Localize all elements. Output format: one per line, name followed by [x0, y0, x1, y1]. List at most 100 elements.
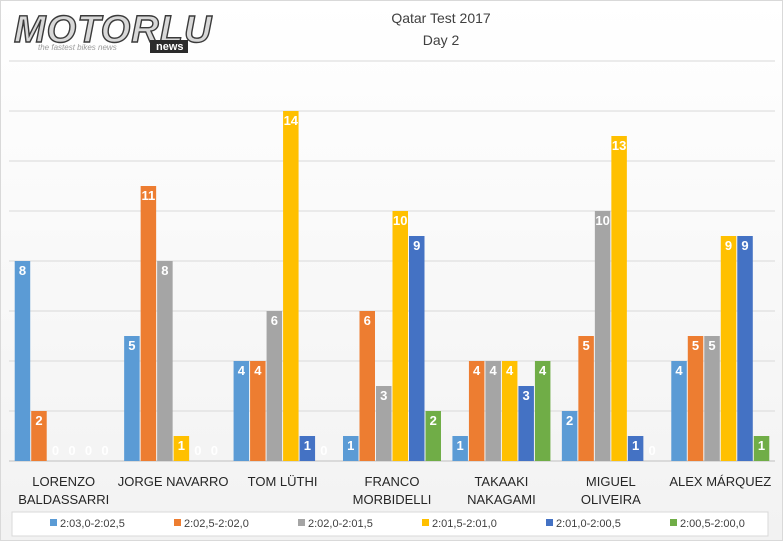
data-label: 4 — [675, 363, 683, 378]
legend-box — [11, 511, 769, 537]
data-label: 8 — [19, 263, 26, 278]
legend-label: 2:03,0-2:02,5 — [60, 518, 125, 530]
data-label: 6 — [364, 313, 371, 328]
data-label: 1 — [178, 438, 185, 453]
data-label: 6 — [271, 313, 278, 328]
data-label: 11 — [142, 188, 156, 203]
data-label: 4 — [539, 363, 547, 378]
bar — [392, 211, 408, 461]
data-label: 0 — [211, 443, 218, 458]
data-label: 14 — [284, 113, 299, 128]
chart-title: Qatar Test 2017 — [391, 10, 491, 26]
data-label: 0 — [85, 443, 92, 458]
bar — [283, 111, 299, 461]
legend-swatch — [422, 519, 429, 526]
data-label: 2 — [566, 413, 573, 428]
bar — [359, 311, 375, 461]
data-label: 3 — [523, 388, 530, 403]
legend-swatch — [670, 519, 677, 526]
data-label: 0 — [52, 443, 59, 458]
chart-subtitle: Day 2 — [423, 32, 460, 48]
bar — [578, 336, 594, 461]
legend-label: 2:02,5-2:02,0 — [184, 518, 249, 530]
bar — [485, 361, 501, 461]
bar — [250, 361, 266, 461]
bar — [233, 361, 250, 461]
bar — [468, 361, 485, 461]
category-label: ALEX MÁRQUEZ — [669, 474, 771, 489]
data-label: 4 — [238, 363, 246, 378]
logo-badge — [150, 40, 188, 53]
bar — [299, 436, 316, 461]
category-label: MIGUEL OLIVEIRA — [581, 474, 641, 507]
category-label: JORGE NAVARRO — [118, 474, 229, 489]
legend-label: 2:01,0-2:00,5 — [556, 518, 621, 530]
data-label: 8 — [161, 263, 168, 278]
data-label: 4 — [473, 363, 481, 378]
bar — [720, 236, 737, 461]
bar — [124, 336, 140, 461]
data-label: 4 — [506, 363, 514, 378]
data-label: 3 — [380, 388, 387, 403]
bar — [157, 261, 173, 461]
legend-swatch — [298, 519, 305, 526]
bar — [31, 411, 47, 461]
bar — [561, 411, 578, 461]
bar — [687, 336, 704, 461]
data-label: 9 — [413, 238, 420, 253]
category-label: TAKAAKI NAKAGAMI — [467, 474, 536, 507]
bar — [425, 411, 441, 461]
bar — [173, 436, 190, 461]
category-label: FRANCO MORBIDELLI — [353, 474, 432, 507]
data-label: 2 — [35, 413, 42, 428]
data-label: 5 — [708, 338, 715, 353]
bar — [753, 436, 770, 461]
data-label: 0 — [194, 443, 201, 458]
data-label: 1 — [304, 438, 311, 453]
bar — [343, 436, 359, 461]
bar — [627, 436, 644, 461]
legend-swatch — [546, 519, 553, 526]
bar — [594, 211, 611, 461]
legend-label: 2:00,5-2:00,0 — [680, 518, 745, 530]
bar — [409, 236, 425, 461]
data-label: 1 — [632, 438, 639, 453]
data-label: 4 — [490, 363, 498, 378]
bar — [501, 361, 518, 461]
bar — [14, 261, 31, 461]
logo: MOTORLU news the fastest bikes news — [13, 8, 213, 53]
data-label: 0 — [320, 443, 327, 458]
bar — [737, 236, 753, 461]
bar-series — [14, 111, 770, 461]
bar — [704, 336, 720, 461]
bar — [611, 136, 627, 461]
category-labels: LORENZO BALDASSARRI JORGE NAVARRO TOM LÜTHI… — [18, 474, 771, 507]
data-label: 13 — [612, 138, 626, 153]
bar — [518, 386, 534, 461]
category-label: LORENZO BALDASSARRI — [18, 474, 109, 507]
data-label: 10 — [595, 213, 609, 228]
data-label: 9 — [725, 238, 732, 253]
legend: 2:03,0-2:02,5 2:02,5-2:02,0 2:02,0-2:01,5 2… — [11, 511, 769, 537]
data-label: 0 — [648, 443, 655, 458]
data-label: 1 — [758, 438, 765, 453]
data-label: 2 — [430, 413, 437, 428]
data-label: 5 — [692, 338, 699, 353]
bar — [534, 361, 551, 461]
logo-badge-text: news — [156, 41, 184, 53]
legend-swatch — [50, 519, 57, 526]
bar — [376, 386, 392, 461]
data-label: 4 — [254, 363, 262, 378]
data-label: 5 — [128, 338, 135, 353]
category-label: TOM LÜTHI — [248, 474, 318, 489]
bar — [671, 361, 687, 461]
data-label: 1 — [347, 438, 354, 453]
data-label: 0 — [68, 443, 75, 458]
legend-label: 2:02,0-2:01,5 — [308, 518, 373, 530]
logo-tagline: the fastest bikes news — [38, 43, 117, 52]
bar — [140, 186, 157, 461]
data-label: 9 — [741, 238, 748, 253]
data-label: 1 — [457, 438, 464, 453]
